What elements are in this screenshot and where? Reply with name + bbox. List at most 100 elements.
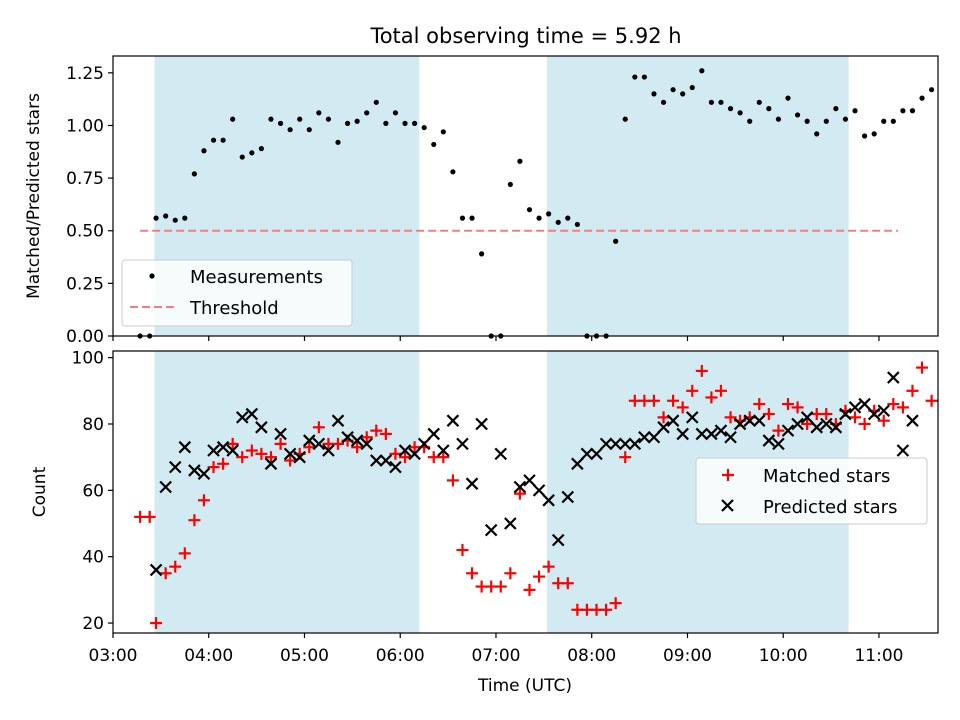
predicted-star-point bbox=[159, 480, 172, 494]
legend-matched-label: Matched stars bbox=[763, 466, 890, 487]
predicted-star-point bbox=[887, 371, 900, 384]
matched-star-point bbox=[197, 494, 210, 507]
predicted-star-point bbox=[791, 417, 804, 431]
matched-star-point bbox=[791, 401, 804, 414]
matched-star-point bbox=[504, 567, 517, 580]
measurement-point bbox=[402, 120, 408, 126]
matched-star-point bbox=[159, 567, 172, 580]
predicted-star-point bbox=[398, 444, 412, 457]
predicted-star-point bbox=[408, 447, 421, 461]
predicted-star-point bbox=[226, 444, 239, 457]
x-tick-label: 03:00 bbox=[89, 646, 138, 666]
predicted-star-point bbox=[264, 457, 278, 471]
predicted-star-point bbox=[475, 417, 488, 431]
predicted-star-point bbox=[168, 460, 182, 474]
measurement-point bbox=[775, 116, 782, 122]
matched-star-point bbox=[801, 417, 814, 430]
predicted-star-point bbox=[839, 407, 852, 421]
measurement-point bbox=[459, 215, 466, 221]
matched-star-point bbox=[849, 411, 862, 424]
predicted-star-point bbox=[465, 477, 479, 490]
y-tick-label: 80 bbox=[82, 415, 104, 435]
measurement-point bbox=[766, 106, 772, 112]
legend-predicted-label: Predicted stars bbox=[763, 497, 897, 518]
predicted-star-point bbox=[743, 414, 756, 427]
matched-star-point bbox=[494, 580, 507, 593]
measurement-point bbox=[411, 120, 418, 126]
measurement-point bbox=[890, 118, 896, 124]
measurement-point bbox=[632, 74, 638, 80]
top-axes-frame bbox=[112, 55, 939, 337]
top-legend-box bbox=[121, 259, 353, 327]
predicted-star-point bbox=[618, 437, 632, 451]
matched-star-point bbox=[312, 421, 325, 434]
measurement-point bbox=[210, 137, 217, 143]
top-x-axis-ticks bbox=[112, 336, 880, 341]
predicted-star-point bbox=[877, 404, 891, 417]
measurement-point bbox=[153, 215, 159, 221]
matched-star-point bbox=[150, 617, 163, 630]
x-tick-label: 05:00 bbox=[280, 646, 329, 666]
bottom-panel: 20 40 60 80 100 03:00 04:00 05:00 06:00 07:00 08:… bbox=[30, 349, 939, 696]
legend-matched-marker bbox=[722, 469, 734, 481]
predicted-star-point bbox=[283, 447, 297, 461]
matched-star-point bbox=[887, 398, 900, 411]
matched-star-point bbox=[351, 441, 364, 454]
measurement-point bbox=[277, 120, 284, 126]
predicted-star-point bbox=[609, 437, 622, 451]
measurement-point bbox=[297, 116, 303, 122]
measurement-point bbox=[660, 99, 667, 105]
measurement-point bbox=[316, 110, 322, 116]
predicted-star-point bbox=[360, 437, 374, 451]
predicted-star-point bbox=[848, 401, 862, 414]
predicted-star-point bbox=[896, 444, 910, 457]
predicted-star-point bbox=[590, 447, 603, 461]
matched-star-point bbox=[226, 437, 239, 450]
predicted-star-point bbox=[513, 480, 527, 494]
matched-star-point bbox=[877, 414, 890, 427]
measurement-point bbox=[325, 116, 332, 122]
matched-star-point bbox=[609, 597, 622, 610]
bottom-axes-frame bbox=[112, 350, 939, 634]
predicted-star-point bbox=[685, 411, 699, 424]
matched-star-point bbox=[667, 394, 680, 407]
predicted-star-point bbox=[733, 417, 747, 431]
bottom-shaded-intervals bbox=[154, 351, 849, 633]
measurement-point bbox=[804, 118, 810, 124]
predicted-star-point bbox=[235, 411, 249, 424]
predicted-star-point bbox=[302, 434, 316, 447]
predicted-star-point bbox=[494, 447, 508, 461]
predicted-star-point bbox=[484, 523, 498, 537]
matched-stars-series bbox=[134, 361, 938, 630]
top-panel: 0.00 0.25 0.50 0.75 1.00 1.25 Matched/Predict… bbox=[24, 55, 939, 347]
predicted-star-point bbox=[389, 460, 402, 474]
x-tick-label: 06:00 bbox=[376, 646, 425, 666]
measurement-point bbox=[421, 124, 427, 131]
matched-star-point bbox=[446, 474, 459, 487]
y-tick-label: 1.00 bbox=[66, 116, 104, 136]
measurement-point bbox=[737, 110, 743, 116]
matched-star-point bbox=[772, 424, 785, 437]
matched-star-point bbox=[466, 567, 479, 580]
predicted-star-point bbox=[427, 427, 441, 441]
measurement-point bbox=[852, 108, 858, 114]
matched-star-point bbox=[188, 514, 201, 527]
matched-star-point bbox=[274, 437, 287, 450]
measurement-point bbox=[574, 221, 580, 228]
measurement-point bbox=[201, 148, 207, 154]
predicted-star-point bbox=[255, 421, 268, 434]
measurement-point bbox=[670, 87, 676, 93]
predicted-star-point bbox=[580, 447, 594, 461]
measurement-point bbox=[565, 215, 571, 221]
predicted-star-point bbox=[149, 563, 163, 577]
matched-star-point bbox=[619, 451, 632, 464]
measurement-point bbox=[546, 211, 552, 217]
predicted-star-point bbox=[178, 440, 192, 454]
predicted-star-point bbox=[341, 430, 354, 444]
observing-window bbox=[547, 56, 849, 336]
matched-star-point bbox=[762, 408, 775, 421]
legend-measurements-label: Measurements bbox=[190, 267, 323, 288]
predicted-star-point bbox=[695, 427, 709, 441]
predicted-star-point bbox=[446, 414, 460, 427]
measurement-point bbox=[440, 129, 446, 135]
